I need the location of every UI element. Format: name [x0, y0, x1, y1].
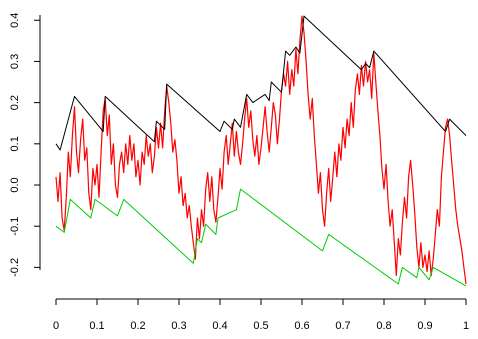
x-tick-label: 0.4: [212, 320, 227, 332]
x-tick-label: 1: [463, 320, 469, 332]
y-tick-label: 0.4: [9, 13, 21, 28]
y-tick-label: 0.1: [9, 136, 21, 151]
x-tick-label: 0.2: [130, 320, 145, 332]
y-ticks: -0.2 -0.1 0.0 0.1 0.2 0.3 0.4: [9, 13, 40, 277]
y-tick-label: 0.3: [9, 54, 21, 69]
x-tick-label: 0.6: [294, 320, 309, 332]
x-tick-label: 0.1: [89, 320, 104, 332]
y-tick-label: -0.2: [9, 258, 21, 277]
y-tick-label: 0.2: [9, 95, 21, 110]
series-line-1: [55, 15, 467, 151]
x-tick-label: 0.8: [376, 320, 391, 332]
series-line-2: [55, 188, 467, 287]
x-tick-label: 0.7: [335, 320, 350, 332]
x-tick-label: 0.9: [417, 320, 432, 332]
x-tick-label: 0.5: [253, 320, 268, 332]
y-tick-label: 0.0: [9, 177, 21, 192]
series-layer: [55, 15, 467, 287]
x-ticks: 0 0.1 0.2 0.3 0.4 0.5 0.6 0.7 0.8 0.9 1: [53, 299, 469, 332]
y-tick-label: -0.1: [9, 217, 21, 236]
x-tick-label: 0: [53, 320, 59, 332]
series-line-0: [55, 15, 467, 284]
x-tick-label: 0.3: [171, 320, 186, 332]
